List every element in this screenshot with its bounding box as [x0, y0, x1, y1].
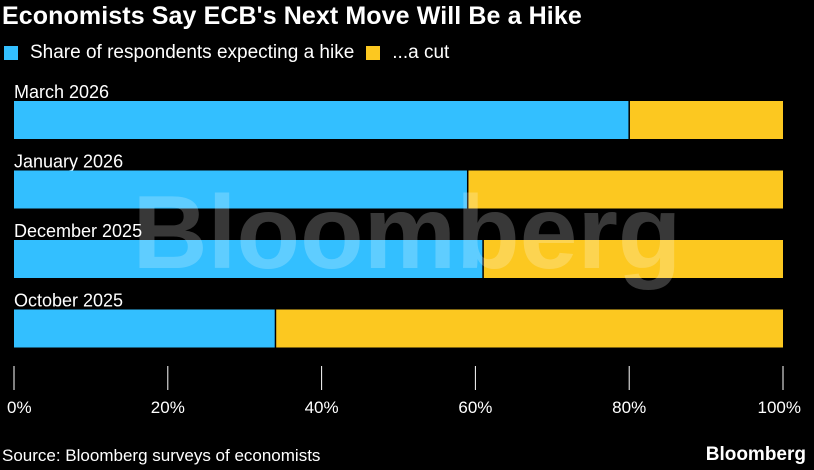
legend-swatch-cut: [366, 46, 381, 60]
category-label: March 2026: [14, 82, 109, 102]
watermark-logo: Bloomberg: [133, 175, 682, 291]
bar-hike: [14, 309, 276, 348]
x-tick-label: 40%: [305, 398, 339, 417]
bar-cut: [275, 309, 783, 348]
x-tick-label: 0%: [7, 398, 32, 417]
category-label: January 2026: [14, 152, 123, 172]
legend-swatch-hike: [4, 46, 18, 60]
legend-label-hike: Share of respondents expecting a hike: [30, 42, 355, 63]
bar-hike: [14, 170, 468, 209]
x-tick-label: 20%: [151, 398, 185, 417]
bar-cut: [483, 240, 783, 278]
bar-hike: [14, 240, 484, 278]
category-label: December 2025: [14, 221, 142, 241]
legend-label-cut: ...a cut: [392, 42, 450, 63]
bar-cut: [629, 101, 783, 139]
legend-item-cut: ...a cut: [366, 42, 449, 64]
brand-logo: Bloomberg: [705, 444, 806, 465]
legend-item-hike: Share of respondents expecting a hike: [4, 42, 354, 64]
source-note: Source: Bloomberg surveys of economists: [2, 446, 321, 465]
category-label: October 2025: [14, 291, 123, 311]
chart-title: Economists Say ECB's Next Move Will Be a…: [2, 2, 582, 30]
x-tick-label: 80%: [612, 398, 646, 417]
x-tick-label: 60%: [458, 398, 492, 417]
bar-hike: [14, 101, 630, 139]
x-tick-label: 100%: [758, 398, 801, 417]
bar-cut: [467, 170, 783, 209]
legend: Share of respondents expecting a hike ..…: [4, 42, 461, 64]
